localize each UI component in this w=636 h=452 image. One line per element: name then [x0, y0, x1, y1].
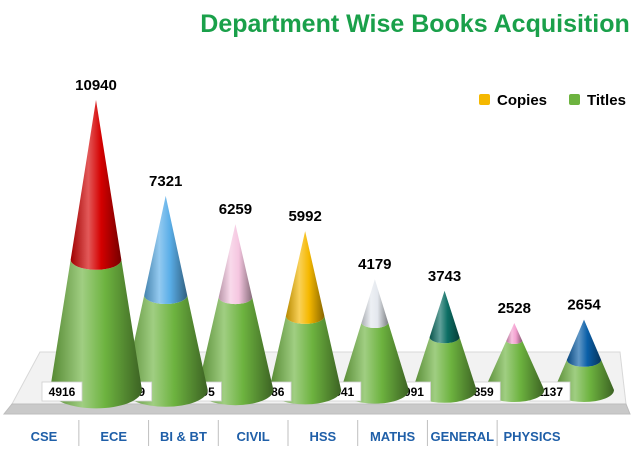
- category-label: HSS: [309, 429, 336, 444]
- copies-value-label: 3743: [428, 268, 461, 285]
- cones-group: 2654113725281859374319914179254159922786…: [41, 77, 614, 409]
- legend-copies-swatch: [479, 94, 490, 105]
- copies-segment: [144, 195, 188, 304]
- copies-segment: [506, 322, 523, 344]
- category-label: PHYSICS: [503, 429, 560, 444]
- copies-segment: [218, 224, 253, 305]
- category-label: CSE: [31, 429, 58, 444]
- category-label: GENERAL: [431, 429, 495, 444]
- legend-titles-label: Titles: [587, 92, 626, 109]
- copies-value-label: 6259: [219, 201, 252, 218]
- titles-value-box: [41, 381, 83, 402]
- copies-value-label: 2528: [498, 300, 531, 317]
- copies-value-label: 5992: [288, 208, 321, 225]
- category-axis: CSE ECE BI & BT CIVIL HSS MATHS GENERAL PHYSICS: [31, 420, 561, 446]
- category-label: ECE: [100, 429, 127, 444]
- category-label: CIVIL: [237, 429, 270, 444]
- legend: Copies Titles: [479, 92, 626, 109]
- titles-value-label: 4916: [49, 385, 76, 399]
- copies-value-label: 7321: [149, 173, 182, 190]
- copies-segment: [566, 319, 602, 367]
- cone-civil: 59922786: [250, 208, 342, 405]
- cone-ece: 73213569: [111, 173, 208, 407]
- cone-bi-bt: 62593495: [181, 201, 274, 406]
- copies-segment: [70, 100, 122, 270]
- copies-segment: [361, 279, 389, 328]
- category-label: MATHS: [370, 429, 416, 444]
- titles-segment: [197, 297, 274, 406]
- copies-segment: [429, 290, 460, 344]
- copies-value-label: 10940: [75, 77, 117, 94]
- cone-cse: 10940 4916: [41, 77, 142, 409]
- copies-segment: [285, 231, 325, 324]
- copies-value-label: 2654: [567, 297, 601, 314]
- category-label: BI & BT: [160, 429, 207, 444]
- titles-segment: [50, 259, 142, 409]
- titles-segment: [123, 295, 208, 407]
- copies-value-label: 4179: [358, 256, 391, 273]
- legend-titles-swatch: [569, 94, 580, 105]
- legend-copies-label: Copies: [497, 92, 547, 109]
- chart-title: Department Wise Books Acquisition: [200, 10, 629, 38]
